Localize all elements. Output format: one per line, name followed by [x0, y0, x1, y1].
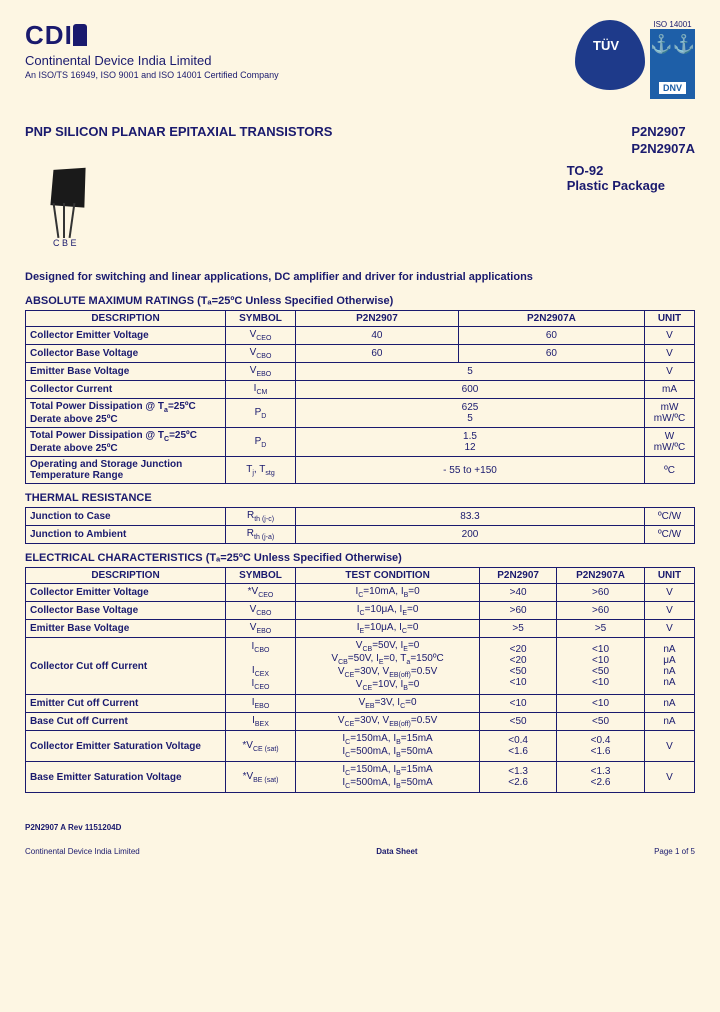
- logo-block: CDI Continental Device India Limited An …: [25, 20, 279, 99]
- lead-e: [69, 203, 76, 238]
- dnv-text: DNV: [659, 82, 686, 94]
- part-number-2: P2N2907A: [631, 141, 695, 156]
- part-numbers: P2N2907 P2N2907A: [631, 124, 695, 158]
- company-name: Continental Device India Limited: [25, 53, 279, 68]
- tuv-badge-icon: [575, 20, 645, 90]
- table-row: Emitter Base VoltageVEBOIE=10μA, IC=0>5>…: [26, 620, 695, 638]
- table-row: Junction to AmbientRth (j-a)200ºC/W: [26, 526, 695, 544]
- elec-table: DESCRIPTION SYMBOL TEST CONDITION P2N290…: [25, 567, 695, 793]
- thermal-table: Junction to CaseRth (j-c)83.3ºC/W Juncti…: [25, 507, 695, 544]
- col-unit: UNIT: [645, 311, 695, 327]
- certification-line: An ISO/TS 16949, ISO 9001 and ISO 14001 …: [25, 70, 279, 80]
- footer: P2N2907 A Rev 1151204D Continental Devic…: [25, 823, 695, 856]
- col-symbol: SYMBOL: [226, 311, 296, 327]
- table-row: Total Power Dissipation @ TC=25ºCDerate …: [26, 428, 695, 457]
- package-info: TO-92 Plastic Package: [567, 163, 665, 253]
- tuv-badge: [575, 20, 645, 90]
- amr-section-title: ABSOLUTE MAXIMUM RATINGS (Tₐ=25ºC Unless…: [25, 295, 695, 307]
- table-row: Total Power Dissipation @ Ta=25ºCDerate …: [26, 399, 695, 428]
- transistor-diagram: C B E: [35, 163, 115, 253]
- package-type: TO-92: [567, 163, 665, 178]
- footer-doc-type: Data Sheet: [376, 847, 417, 856]
- footer-company: Continental Device India Limited: [25, 847, 140, 856]
- table-row: Operating and Storage Junction Temperatu…: [26, 457, 695, 484]
- lead-b: [63, 203, 65, 238]
- table-row: Collector CurrentICM600mA: [26, 381, 695, 399]
- footer-page: Page 1 of 5: [654, 847, 695, 856]
- title-row: PNP SILICON PLANAR EPITAXIAL TRANSISTORS…: [25, 124, 695, 158]
- part-number-1: P2N2907: [631, 124, 695, 139]
- table-row: Base Cut off CurrentIBEXVCE=30V, VEB(off…: [26, 713, 695, 731]
- main-title: PNP SILICON PLANAR EPITAXIAL TRANSISTORS: [25, 124, 332, 158]
- table-row: Junction to CaseRth (j-c)83.3ºC/W: [26, 508, 695, 526]
- package-row: C B E TO-92 Plastic Package: [25, 163, 695, 253]
- table-row: Emitter Base VoltageVEBO5V: [26, 363, 695, 381]
- certification-badges: ISO 14001 ⚓⚓ DNV: [575, 20, 695, 99]
- table-row: Collector Cut off Current ICBOICEXICEO V…: [26, 638, 695, 695]
- company-logo: CDI: [25, 20, 279, 51]
- anchor-icon: ⚓⚓: [650, 34, 695, 55]
- logo-letters: CD: [25, 20, 65, 50]
- table-row: Collector Base VoltageVCBOIC=10μA, IE=0>…: [26, 602, 695, 620]
- table-header-row: DESCRIPTION SYMBOL P2N2907 P2N2907A UNIT: [26, 311, 695, 327]
- amr-table: DESCRIPTION SYMBOL P2N2907 P2N2907A UNIT…: [25, 310, 695, 484]
- table-row: Collector Emitter Voltage*VCEOIC=10mA, I…: [26, 584, 695, 602]
- col-description: DESCRIPTION: [26, 311, 226, 327]
- transistor-body-icon: [50, 168, 85, 208]
- col-p2n2907: P2N2907: [296, 311, 459, 327]
- package-material: Plastic Package: [567, 178, 665, 193]
- elec-section-title: ELECTRICAL CHARACTERISTICS (Tₐ=25ºC Unle…: [25, 552, 695, 564]
- lead-labels: C B E: [53, 238, 77, 248]
- table-header-row: DESCRIPTION SYMBOL TEST CONDITION P2N290…: [26, 568, 695, 584]
- table-row: Collector Emitter VoltageVCEO4060V: [26, 327, 695, 345]
- description-text: Designed for switching and linear applic…: [25, 271, 695, 283]
- col-p2n2907a: P2N2907A: [458, 311, 644, 327]
- footer-line: Continental Device India Limited Data Sh…: [25, 847, 695, 856]
- table-row: Collector Base VoltageVCBO6060V: [26, 345, 695, 363]
- header: CDI Continental Device India Limited An …: [25, 20, 695, 99]
- dnv-badge-block: ISO 14001 ⚓⚓ DNV: [650, 20, 695, 99]
- iso-14001-label: ISO 14001: [650, 20, 695, 29]
- dnv-badge-icon: ⚓⚓ DNV: [650, 29, 695, 99]
- table-row: Emitter Cut off CurrentIEBOVEB=3V, IC=0<…: [26, 695, 695, 713]
- thermal-section-title: THERMAL RESISTANCE: [25, 492, 695, 504]
- revision-text: P2N2907 A Rev 1151204D: [25, 823, 695, 832]
- lead-c: [53, 203, 60, 238]
- table-row: Base Emitter Saturation Voltage*VBE (sat…: [26, 762, 695, 793]
- table-row: Collector Emitter Saturation Voltage*VCE…: [26, 731, 695, 762]
